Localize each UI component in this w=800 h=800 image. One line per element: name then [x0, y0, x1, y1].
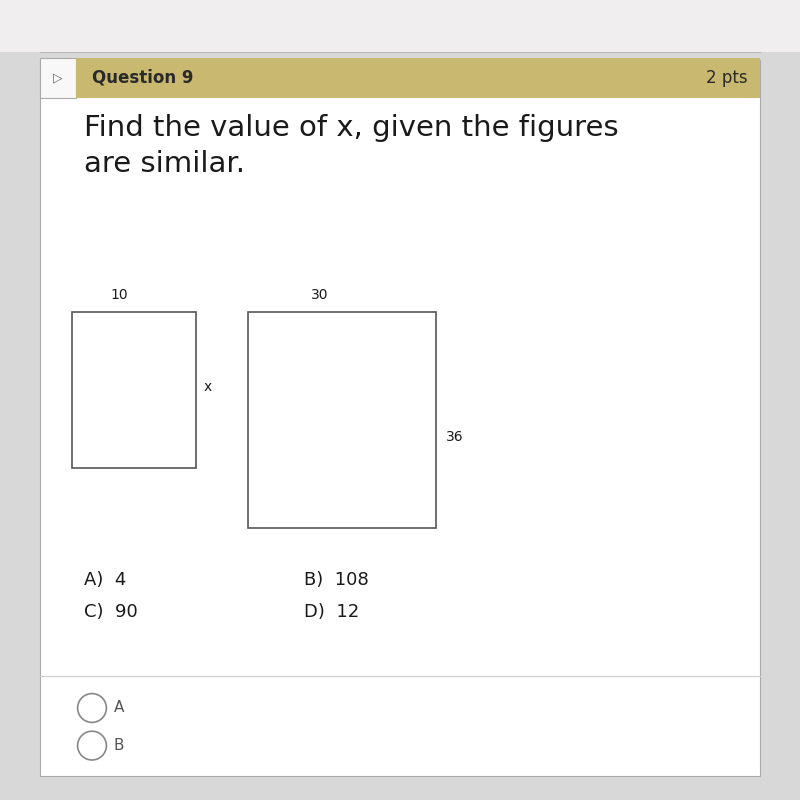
- Text: Question 9: Question 9: [92, 69, 194, 86]
- FancyBboxPatch shape: [76, 58, 760, 98]
- FancyBboxPatch shape: [40, 60, 760, 776]
- FancyBboxPatch shape: [0, 0, 800, 52]
- Text: A: A: [114, 701, 124, 715]
- Text: 30: 30: [310, 287, 328, 302]
- Text: B: B: [114, 738, 124, 753]
- Text: are similar.: are similar.: [84, 150, 245, 178]
- Bar: [72, 312, 196, 468]
- Text: 2 pts: 2 pts: [706, 69, 748, 86]
- Text: C)  90: C) 90: [84, 603, 138, 621]
- Bar: [248, 312, 436, 528]
- FancyBboxPatch shape: [40, 58, 76, 98]
- Text: D)  12: D) 12: [304, 603, 359, 621]
- Text: Find the value of x, given the figures: Find the value of x, given the figures: [84, 114, 618, 142]
- Text: ▷: ▷: [53, 71, 63, 84]
- Text: A)  4: A) 4: [84, 571, 126, 589]
- Text: 10: 10: [110, 288, 128, 302]
- Text: B)  108: B) 108: [304, 571, 369, 589]
- Text: 36: 36: [446, 430, 463, 444]
- Text: x: x: [204, 380, 212, 394]
